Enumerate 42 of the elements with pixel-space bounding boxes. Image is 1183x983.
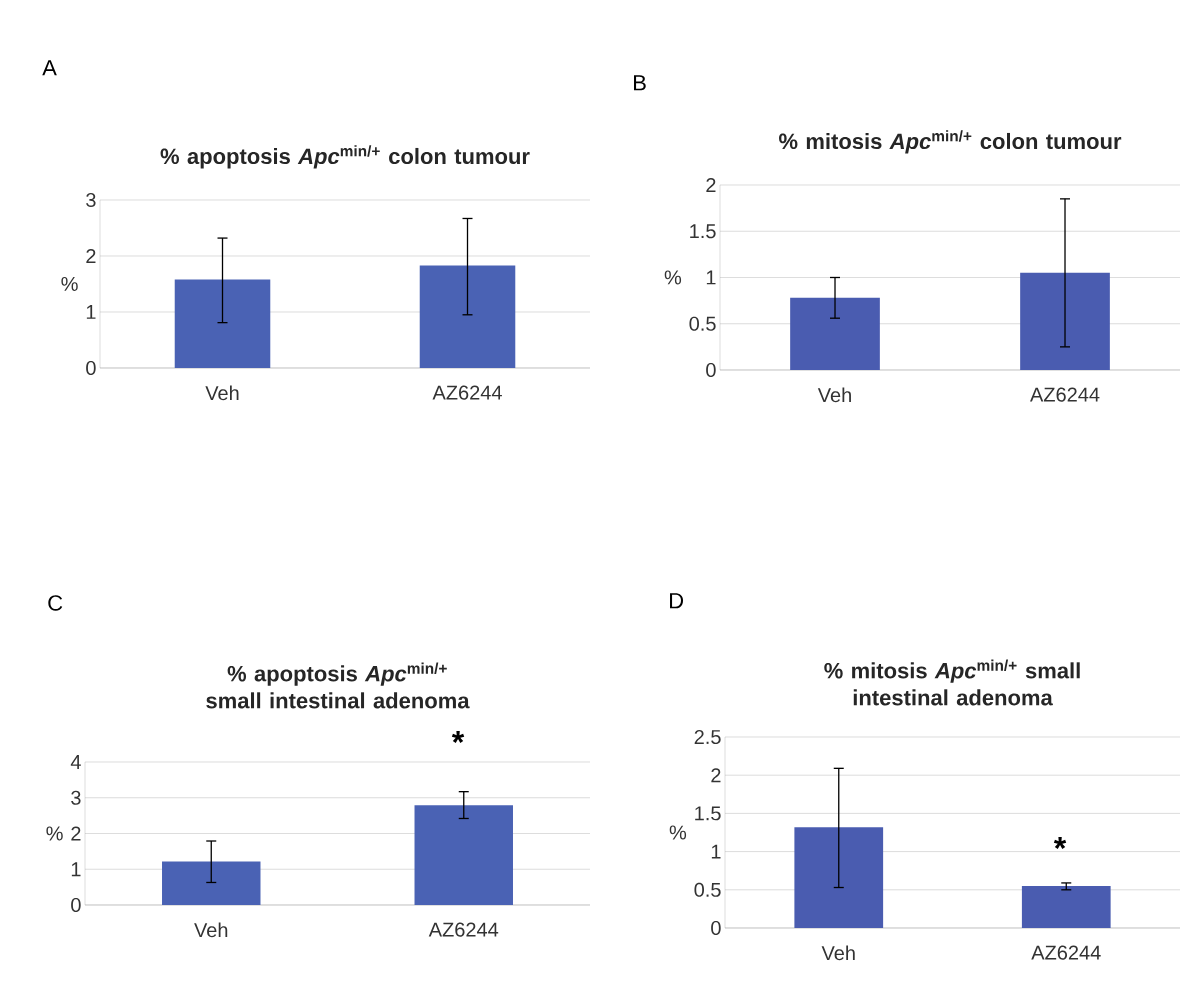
y-tick-label: 1 [711,844,721,859]
chart-title: % mitosis Apc$^{min/+}$ small intestinal adenoma [824,659,1080,706]
y-tick-label: 0 [706,362,716,378]
annotation: * [1053,837,1067,849]
x-tick-label: AZ6244 [1030,387,1100,402]
y-tick-label: 1 [71,862,81,877]
chart-title: % apoptosis Apc$^{min/+}$ colon tumour [160,145,530,169]
y-tick-label: 0 [711,920,721,936]
x-tick-label: Veh [817,387,851,403]
chart-title: % apoptosis Apc$^{min/+}$ small intestinal adenoma [206,662,470,709]
y-tick-label: 2.5 [694,729,721,745]
y-axis-title: % [46,826,63,841]
text: A [42,60,57,76]
x-tick-label: AZ6244 [428,922,499,937]
text: D [670,593,684,609]
x-tick-label: Veh [194,922,228,938]
y-tick-label: 1.5 [690,224,716,239]
text: C [48,595,63,611]
y-axis-title: % [664,270,682,285]
y-tick-label: 3 [71,790,81,805]
y-tick-label: 2 [86,249,96,263]
x-tick-label: AZ6244 [1031,945,1101,960]
y-tick-label: 0 [71,897,81,913]
y-tick-label: 2 [71,826,81,841]
y-tick-label: 1.5 [695,806,721,821]
y-tick-label: 4 [70,755,81,769]
x-tick-label: Veh [205,385,239,401]
y-tick-label: 1 [86,305,96,319]
y-axis-title: % [61,276,78,291]
x-tick-label: AZ6244 [432,385,502,400]
y-tick-label: 0.5 [694,882,721,897]
text: B [634,75,646,91]
y-tick-label: 2 [706,178,716,192]
x-tick-label: Veh [821,945,855,961]
y-tick-label: 1 [706,270,716,285]
y-tick-label: 2 [711,768,721,783]
y-tick-label: 0 [86,360,96,376]
text: * [451,731,465,743]
y-tick-label: 3 [86,192,96,208]
y-axis-title: % [669,825,687,840]
chart-title: % mitosis Apc$^{min/+}$ colon tumour [779,130,1122,154]
y-tick-label: 0.5 [689,316,716,331]
